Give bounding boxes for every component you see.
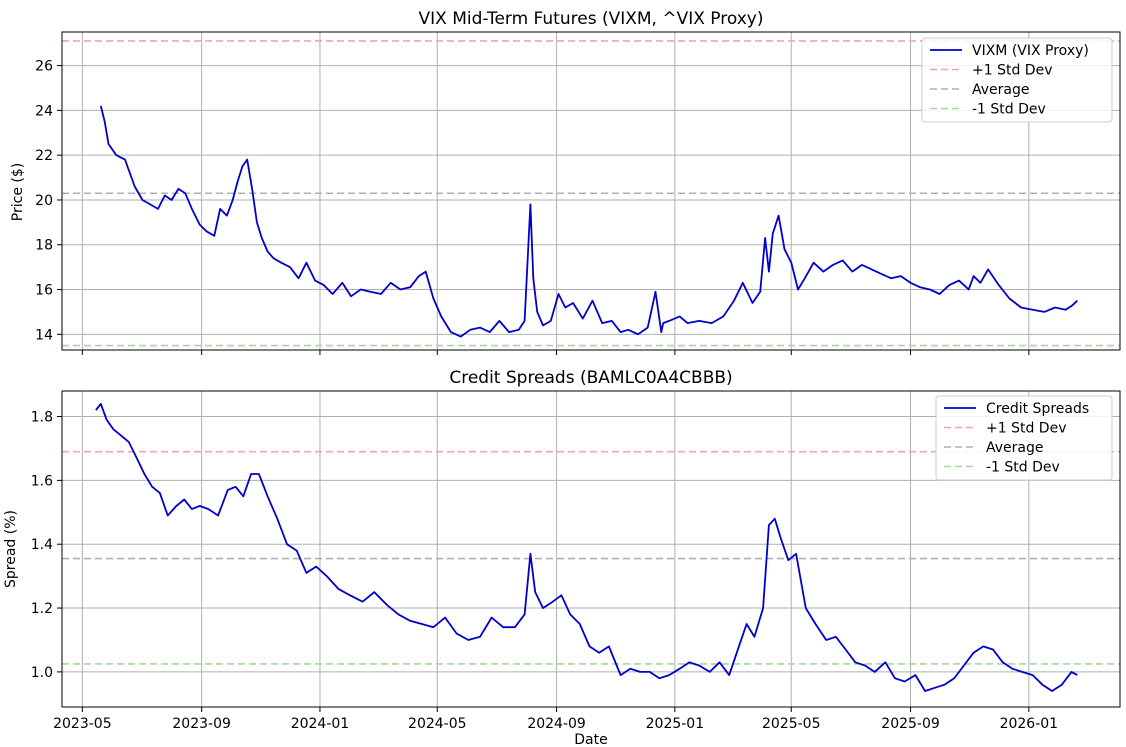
panel-vixm: VIX Mid-Term Futures (VIXM, ^VIX Proxy) … — [10, 9, 1121, 355]
legend-box — [921, 37, 1113, 123]
y-tick-label: 16 — [35, 283, 53, 299]
y-tick-label: 20 — [35, 193, 53, 209]
y-tick-label: 1.2 — [31, 601, 53, 617]
axes-frame — [61, 31, 1121, 351]
legend-label: Credit Spreads — [986, 401, 1089, 417]
plot-area: 1.0 1.2 1.4 1.6 1.8 2023-05 2023-09 2024-01 2024… — [31, 390, 1121, 732]
chart-title: VIX Mid-Term Futures (VIXM, ^VIX Proxy) — [419, 9, 764, 29]
y-tick-label: 1.8 — [31, 410, 53, 426]
x-tick-label: 2023-09 — [172, 716, 231, 732]
legend-label: Average — [972, 82, 1030, 98]
legend-label: VIXM (VIX Proxy) — [972, 43, 1089, 59]
y-tick-label: 1.6 — [31, 473, 53, 489]
y-tick-label: 24 — [35, 103, 53, 119]
legend-label: -1 Std Dev — [986, 460, 1060, 476]
chart-title: Credit Spreads (BAMLC0A4CBBB) — [449, 368, 732, 388]
y-tick-label: 14 — [35, 327, 53, 343]
x-tick-label: 2024-09 — [527, 716, 586, 732]
series-line — [95, 402, 1078, 692]
panel-credit-spreads: Credit Spreads (BAMLC0A4CBBB) Spread (%)… — [3, 368, 1121, 747]
y-axis-label: Price ($) — [10, 163, 26, 221]
plot-area: 14 16 18 20 22 24 26 VIXM (VIX Proxy) +1 Std Dev… — [35, 31, 1121, 355]
legend-label: -1 Std Dev — [972, 102, 1046, 118]
legend-label: Average — [986, 440, 1044, 456]
series-line — [99, 105, 1078, 338]
legend-box — [935, 395, 1113, 481]
x-tick-label: 2025-09 — [881, 716, 940, 732]
x-tick-label: 2025-05 — [762, 716, 821, 732]
y-axis-label: Spread (%) — [3, 510, 19, 588]
axes-frame — [61, 390, 1121, 708]
legend-label: +1 Std Dev — [972, 63, 1052, 79]
x-tick-label: 2023-05 — [53, 716, 112, 732]
x-tick-label: 2024-05 — [408, 716, 467, 732]
y-tick-label: 26 — [35, 59, 53, 75]
y-tick-label: 18 — [35, 238, 53, 254]
y-tick-label: 22 — [35, 148, 53, 164]
legend-label: +1 Std Dev — [986, 421, 1066, 437]
y-tick-label: 1.0 — [31, 665, 53, 681]
x-axis-label: Date — [574, 732, 607, 747]
y-tick-label: 1.4 — [31, 537, 53, 553]
x-tick-label: 2026-01 — [1000, 716, 1059, 732]
x-tick-label: 2025-01 — [646, 716, 705, 732]
x-tick-label: 2024-01 — [291, 716, 350, 732]
